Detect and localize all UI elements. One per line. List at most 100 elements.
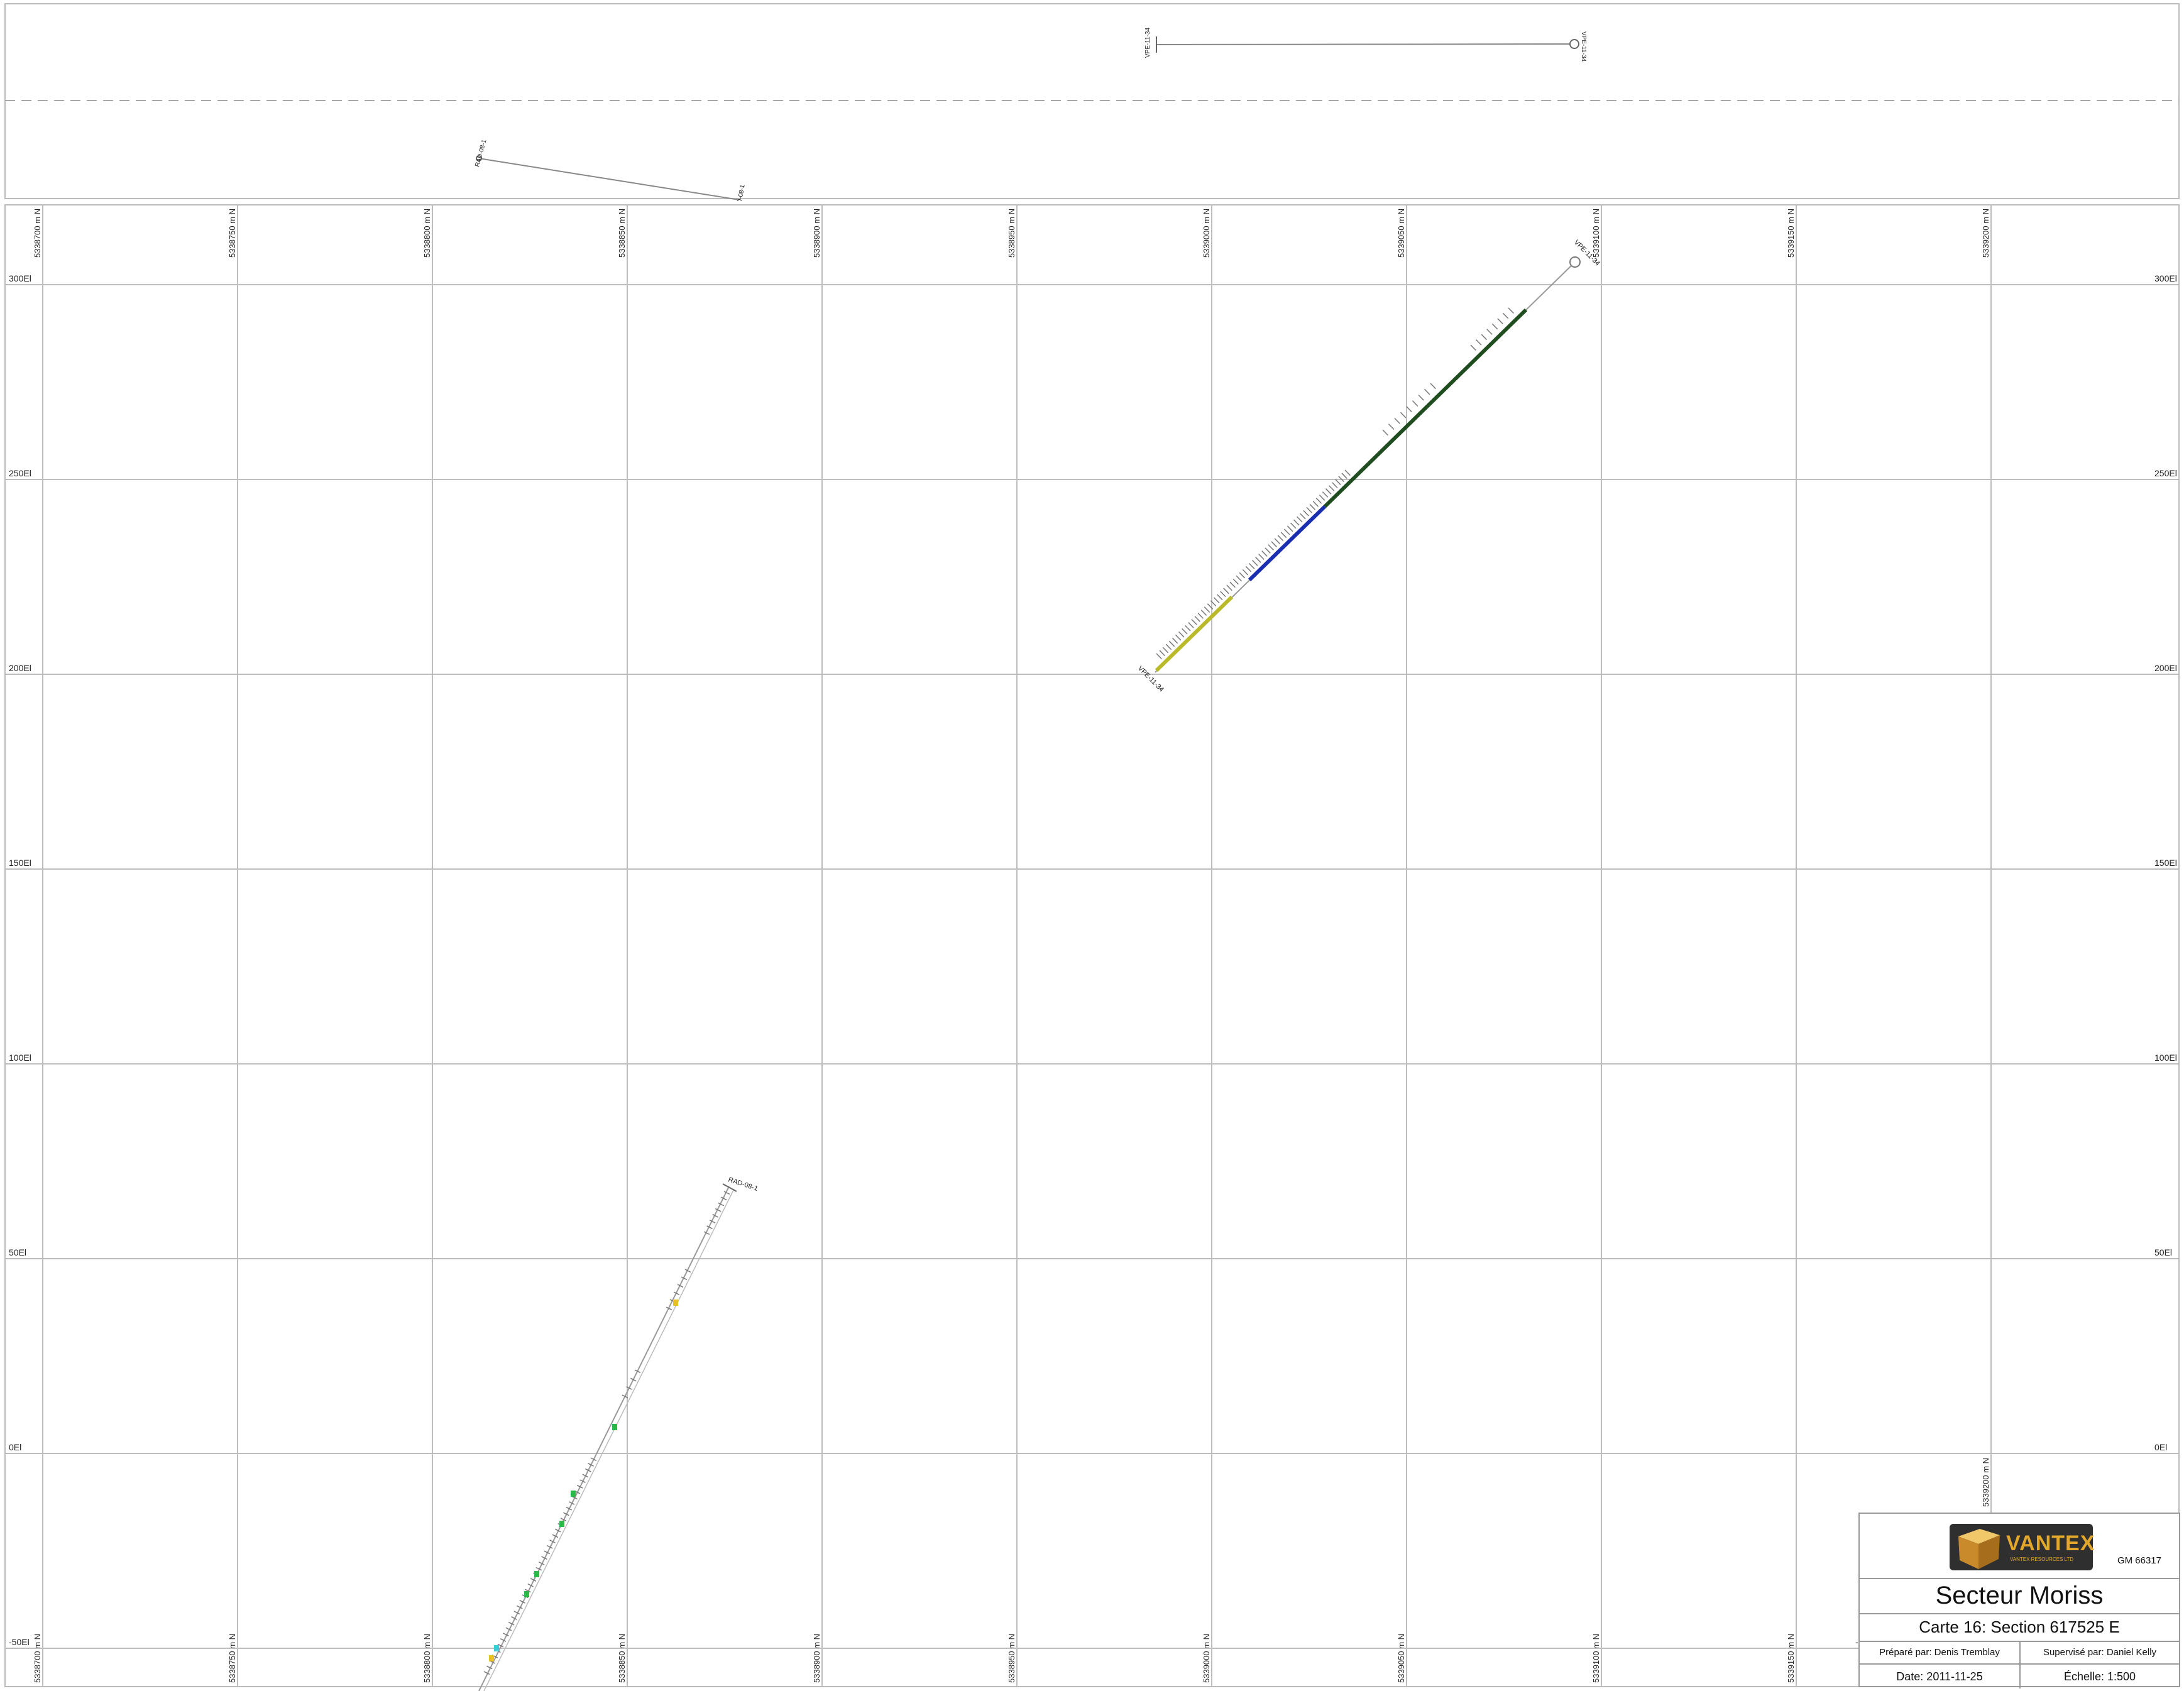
sample-tick [566, 1506, 573, 1511]
section-grid: 5338700 m N 5338700 m N 5338750 m N 5338750… [5, 205, 2179, 1687]
sample-tick [1306, 506, 1312, 513]
prepared-by: Préparé par: Denis Tremblay [1860, 1641, 2021, 1665]
sample-tick [590, 1457, 597, 1462]
logo-text: VANTEX [2006, 1531, 2095, 1555]
sample-tick [1159, 650, 1165, 657]
elevation-label-right: 100El [2154, 1053, 2177, 1063]
northing-label-top: 5339200 m N [1981, 209, 1990, 258]
northing-label-top: 5338850 m N [617, 209, 627, 258]
sample-tick [634, 1369, 641, 1374]
sample-tick [712, 1213, 718, 1218]
sample-tick [1232, 578, 1239, 585]
sample-tick [1382, 429, 1388, 436]
sample-tick [1508, 307, 1514, 314]
sample-tick [1236, 575, 1243, 582]
elevation-label-right: 0El [2154, 1442, 2167, 1452]
sample-tick [1297, 516, 1303, 523]
plan-hole-end-symbol [1569, 39, 1579, 49]
sample-tick [579, 1479, 586, 1484]
elevation-label-left: 0El [9, 1442, 21, 1452]
northing-label-bottom: 5339050 m N [1397, 1634, 1406, 1683]
sample-tick [1207, 603, 1214, 610]
northing-label-bottom: 5339100 m N [1591, 1634, 1601, 1683]
elevation-label-left: 150El [9, 858, 31, 868]
gm-number: GM 66317 [2117, 1555, 2161, 1566]
sample-tick [1486, 329, 1493, 335]
sample-tick [1178, 631, 1185, 638]
sample-tick [546, 1545, 553, 1549]
drill-hole-interval [1323, 308, 1528, 508]
sample-tick [1400, 412, 1407, 419]
sample-tick [1309, 503, 1315, 510]
map-title: Secteur Moriss [1860, 1578, 2179, 1614]
sample-tick [513, 1611, 520, 1615]
sample-tick [1303, 510, 1309, 517]
sample-tick [684, 1269, 691, 1273]
sample-tick [1293, 519, 1300, 526]
northing-label-top: 5338800 m N [422, 209, 432, 258]
logo-subtext: VANTEX RESOURCES LTD [2010, 1557, 2074, 1562]
drill-hole-interval [1248, 505, 1327, 582]
assay-marker-yellow [673, 1300, 678, 1306]
sample-tick [511, 1616, 517, 1620]
sample-tick [1271, 541, 1277, 547]
sample-tick [1185, 625, 1191, 632]
sample-tick [1322, 491, 1329, 498]
sample-tick [706, 1225, 713, 1230]
vantex-logo: VANTEX VANTEX RESOURCES LTD [1950, 1524, 2095, 1570]
sample-tick [1188, 621, 1194, 628]
sample-tick [666, 1306, 672, 1311]
sample-tick [588, 1463, 594, 1467]
title-block-logo-row: VANTEX VANTEX RESOURCES LTD GM 66317 [1860, 1514, 2179, 1579]
sample-tick [505, 1627, 512, 1631]
drill-holes: VPE-11-34 VPE-11-34 RAD-08-1 [478, 239, 1601, 1691]
sample-tick [1274, 538, 1281, 545]
elevation-label-left: 50El [9, 1247, 26, 1257]
sample-tick [497, 1643, 504, 1648]
supervised-by: Supervisé par: Daniel Kelly [2021, 1641, 2179, 1665]
sample-tick [544, 1550, 551, 1555]
sample-tick [1329, 485, 1335, 491]
sample-tick [516, 1605, 523, 1609]
sample-tick [552, 1534, 559, 1538]
sample-tick [1248, 562, 1255, 569]
northing-label-top: 5339000 m N [1202, 209, 1211, 258]
sample-tick [527, 1583, 534, 1587]
drill-hole-end-label: VPE-11-34 [1136, 665, 1165, 694]
sample-tick [1229, 581, 1236, 588]
map-date: Date: 2011-11-25 [1860, 1665, 2021, 1688]
elevation-label-left: 300El [9, 273, 31, 283]
sample-tick [1162, 647, 1169, 654]
elevation-label-left: 250El [9, 468, 31, 478]
plan-hole-collar-symbol [476, 155, 482, 161]
sample-tick [723, 1191, 730, 1195]
sample-tick [568, 1501, 575, 1505]
sample-tick [1502, 312, 1509, 319]
sample-tick [486, 1665, 493, 1670]
sample-tick [1424, 388, 1430, 395]
elevation-label-right: 50El [2154, 1247, 2172, 1257]
sample-tick [554, 1528, 561, 1533]
drill-hole-trace-offset [483, 1188, 735, 1691]
sample-tick [681, 1276, 688, 1281]
sample-tick [1481, 334, 1488, 341]
sample-tick [1412, 400, 1419, 407]
northing-label-bottom: 5338950 m N [1007, 1634, 1016, 1683]
sample-tick [1325, 488, 1332, 495]
assay-marker-green [559, 1521, 564, 1527]
sample-tick [549, 1540, 556, 1543]
elevation-label-right: 300El [2154, 273, 2177, 283]
assay-marker-green [534, 1571, 539, 1577]
drill-hole-collar-label: RAD-08-1 [727, 1176, 759, 1193]
sample-tick [1470, 344, 1476, 351]
sample-tick [1204, 606, 1210, 613]
sample-tick [582, 1474, 589, 1478]
sample-tick [1497, 318, 1503, 324]
sample-tick [1242, 569, 1249, 576]
sample-tick [1252, 560, 1258, 566]
sample-tick [1418, 394, 1424, 401]
sample-tick [715, 1208, 722, 1212]
sample-tick [1223, 588, 1229, 594]
sample-tick [1200, 610, 1207, 616]
